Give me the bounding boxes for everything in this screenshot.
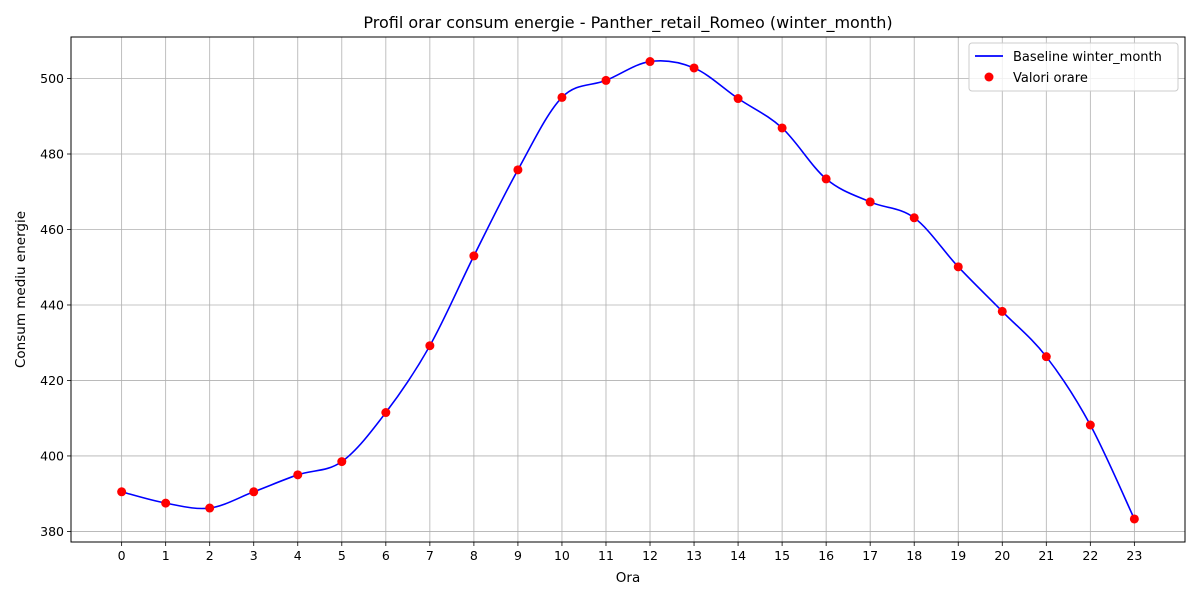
x-tick-label: 21 <box>1038 548 1054 563</box>
y-tick-label: 460 <box>40 222 64 237</box>
legend: Baseline winter_month Valori orare <box>968 42 1179 92</box>
x-tick-label: 19 <box>950 548 966 563</box>
x-tick-label: 9 <box>514 548 522 563</box>
x-tick-label: 4 <box>294 548 302 563</box>
scatter-point <box>249 487 259 497</box>
x-tick-label: 6 <box>382 548 390 563</box>
scatter-point <box>337 457 347 467</box>
x-tick-label: 1 <box>162 548 170 563</box>
x-tick-label: 0 <box>118 548 126 563</box>
x-tick-label: 13 <box>686 548 702 563</box>
y-axis-label: Consum mediu energie <box>13 211 29 368</box>
x-tick-label: 17 <box>862 548 878 563</box>
series-layer <box>117 57 1139 524</box>
scatter-point <box>865 197 875 207</box>
scatter-point <box>601 75 611 85</box>
y-tick-label: 400 <box>40 448 64 463</box>
scatter-point <box>821 174 831 184</box>
scatter-point <box>557 92 567 102</box>
scatter-point <box>953 262 963 272</box>
legend-scatter-swatch <box>984 72 994 82</box>
x-tick-label: 10 <box>554 548 570 563</box>
y-tick-label: 440 <box>40 297 64 312</box>
y-tick-label: 480 <box>40 147 64 162</box>
x-tick-label: 2 <box>206 548 214 563</box>
scatter-point <box>689 63 699 73</box>
x-tick-label: 12 <box>642 548 658 563</box>
scatter-point <box>381 408 391 418</box>
scatter-point <box>733 94 743 104</box>
scatter-point <box>909 213 919 223</box>
legend-label-valori-orare: Valori orare <box>1013 71 1088 86</box>
y-tick-label: 500 <box>40 71 64 86</box>
x-tick-label: 7 <box>426 548 434 563</box>
x-tick-label: 14 <box>730 548 746 563</box>
scatter-point <box>645 57 655 67</box>
plot-frame <box>70 36 1186 543</box>
legend-box <box>968 42 1179 92</box>
scatter-point <box>469 251 479 261</box>
x-tick-label: 5 <box>338 548 346 563</box>
x-tick-label: 3 <box>250 548 258 563</box>
scatter-point <box>997 306 1007 316</box>
scatter-point <box>117 487 127 497</box>
x-axis-label: Ora <box>616 570 640 586</box>
y-tick-label: 420 <box>40 373 64 388</box>
x-tick-label: 18 <box>906 548 922 563</box>
scatter-point <box>425 341 435 351</box>
grid <box>71 37 1185 542</box>
x-tick-label: 20 <box>994 548 1010 563</box>
y-tick-label: 380 <box>40 524 64 539</box>
chart-title: Profil orar consum energie - Panther_ret… <box>363 13 892 33</box>
scatter-point <box>513 165 523 175</box>
x-tick-label: 16 <box>818 548 834 563</box>
scatter-point <box>293 470 303 480</box>
scatter-point <box>1129 514 1139 524</box>
x-tick-label: 23 <box>1126 548 1142 563</box>
x-tick-label: 22 <box>1082 548 1098 563</box>
scatter-point <box>205 503 215 513</box>
ticks: 0 1 2 3 4 5 6 7 8 9 10 11 12 13 14 15 16 17 18 19 20 21 22 2338… <box>40 71 1142 563</box>
x-tick-label: 15 <box>774 548 790 563</box>
x-tick-label: 8 <box>470 548 478 563</box>
scatter-point <box>777 123 787 133</box>
legend-label-baseline: Baseline winter_month <box>1013 50 1162 65</box>
x-tick-label: 11 <box>598 548 614 563</box>
scatter-point <box>161 498 171 508</box>
scatter-point <box>1041 352 1051 362</box>
scatter-point <box>1085 420 1095 430</box>
